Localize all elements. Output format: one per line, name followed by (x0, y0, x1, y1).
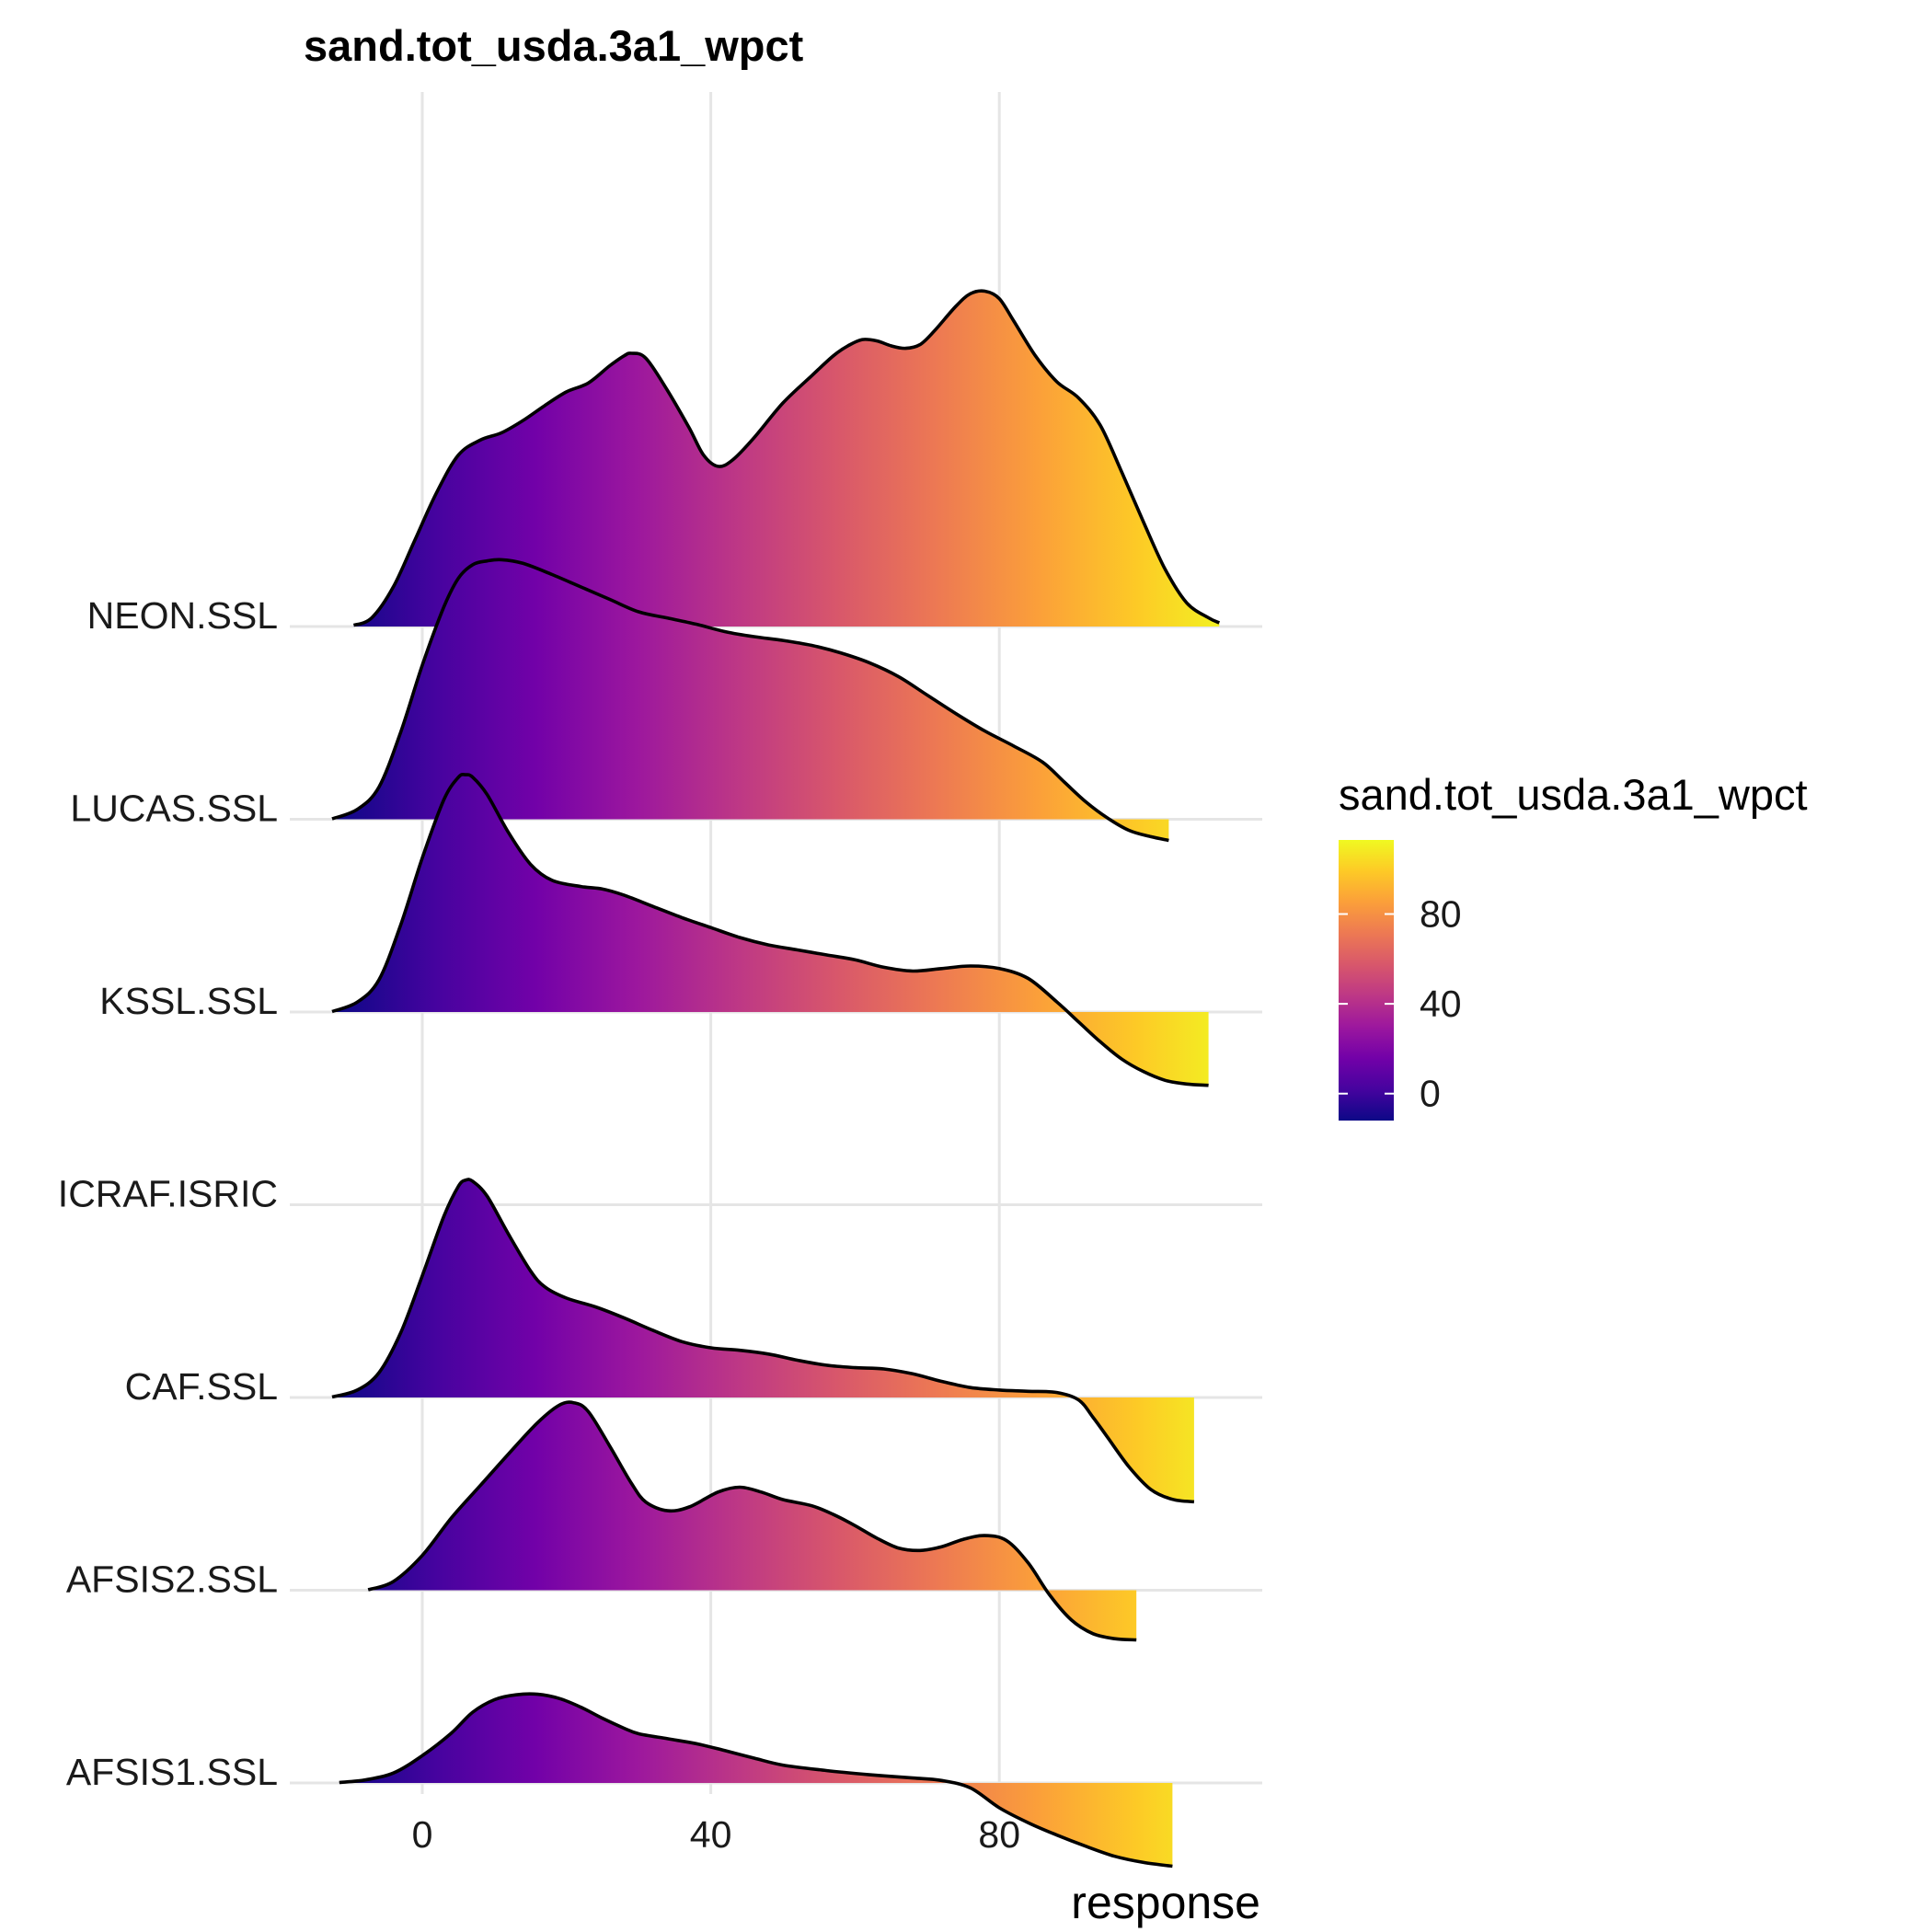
ridge-area (332, 559, 1169, 841)
ridge-area (332, 1179, 1194, 1502)
legend: sand.tot_usda.3a1_wpct 0 40 80 (1339, 770, 1808, 1121)
ridge-caf-ssl (331, 1178, 1195, 1504)
ridge-area (332, 774, 1209, 1086)
ridge-kssl-ssl (331, 772, 1209, 1087)
legend-ticks: 0 40 80 (1339, 893, 1462, 1115)
y-tick-label: ICRAF.ISRIC (58, 1173, 278, 1215)
ridge-outline (331, 1178, 1195, 1504)
ridge-neon-ssl (352, 289, 1221, 627)
ridge-outline (331, 558, 1169, 843)
y-tick-label: LUCAS.SSL (70, 788, 278, 830)
ridges (331, 289, 1221, 1869)
ridge-area (339, 1694, 1173, 1867)
x-tick-label: 0 (412, 1813, 433, 1856)
legend-tick-label: 40 (1420, 983, 1462, 1025)
ridge-outline (339, 1692, 1173, 1869)
legend-tick-label: 80 (1420, 893, 1462, 936)
x-tick-label: 80 (978, 1813, 1020, 1856)
legend-title: sand.tot_usda.3a1_wpct (1339, 770, 1808, 819)
y-tick-label: CAF.SSL (125, 1365, 278, 1408)
ridge-afsis2-ssl (367, 1400, 1137, 1642)
legend-tick-label: 0 (1420, 1073, 1441, 1115)
ridge-area (368, 1402, 1137, 1640)
x-axis-title: response (1071, 1877, 1260, 1928)
y-tick-label: AFSIS2.SSL (66, 1558, 278, 1601)
x-tick-label: 40 (690, 1813, 732, 1856)
ridge-outline (331, 772, 1209, 1087)
ridge-lucas-ssl (331, 558, 1169, 843)
y-tick-label: KSSL.SSL (99, 980, 278, 1022)
y-tick-label: NEON.SSL (87, 594, 278, 637)
x-tick-labels: 0 40 80 (412, 1813, 1020, 1856)
ridge-afsis1-ssl (339, 1692, 1173, 1869)
y-tick-labels: AFSIS1.SSL AFSIS2.SSL CAF.SSL ICRAF.ISRIC KS… (58, 594, 278, 1793)
legend-colorbar (1339, 840, 1394, 1121)
ridge-area (353, 291, 1220, 627)
ridge-outline (367, 1400, 1137, 1642)
chart-title: sand.tot_usda.3a1_wpct (304, 21, 804, 70)
y-tick-label: AFSIS1.SSL (66, 1751, 278, 1793)
ridge-outline (352, 289, 1221, 627)
